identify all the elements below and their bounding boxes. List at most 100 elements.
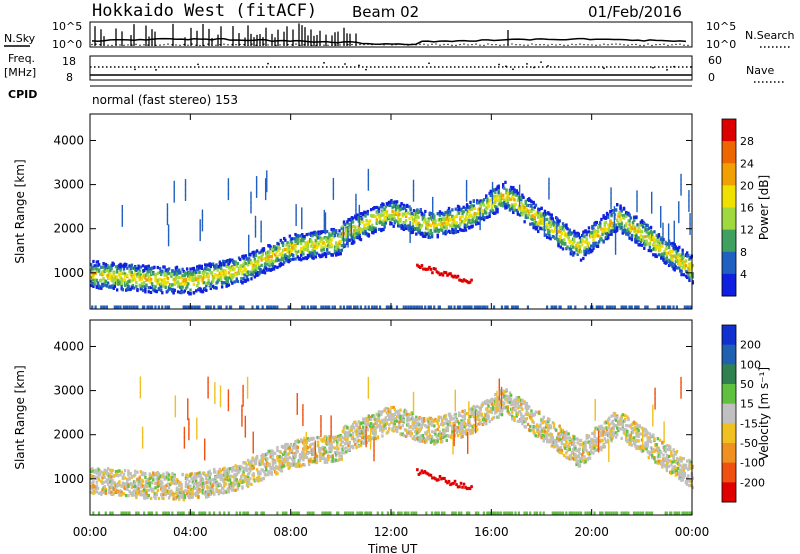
scatter-cell — [504, 180, 507, 184]
scatter-cell — [397, 221, 400, 225]
scatter-cell — [163, 273, 166, 277]
scatter-cell — [152, 272, 155, 276]
nsearch-dot — [255, 44, 257, 47]
scatter-cell — [649, 249, 653, 253]
nsearch-dot — [171, 44, 173, 46]
scatter-cell — [430, 231, 434, 236]
nsearch-dot — [559, 43, 561, 46]
scatter-cell — [584, 240, 587, 244]
nsearch-dot — [443, 43, 445, 46]
scatter-cell — [283, 256, 286, 260]
scatter-cell — [348, 238, 351, 242]
scatter-cell — [214, 392, 216, 399]
nsearch-dot — [187, 44, 189, 46]
scatter-cell — [96, 486, 100, 490]
scatter-cell — [392, 224, 395, 228]
scatter-cell — [465, 279, 469, 283]
scatter-cell — [314, 445, 317, 452]
scatter-cell — [272, 259, 276, 263]
scatter-cell — [115, 472, 119, 476]
scatter-cell — [476, 199, 479, 203]
scatter-cell — [550, 213, 553, 217]
scatter-cell — [166, 269, 170, 273]
scatter-cell — [213, 268, 216, 272]
scatter-cell — [174, 497, 178, 501]
scatter-cell — [350, 223, 353, 230]
scatter-cell — [149, 496, 153, 501]
scatter-cell — [327, 450, 330, 454]
scatter-cell — [383, 207, 386, 211]
scatter-cell — [389, 203, 392, 207]
scatter-cell — [255, 191, 258, 198]
scatter-cell — [439, 220, 443, 224]
scatter-cell — [432, 212, 434, 219]
nsearch-dot — [463, 43, 465, 45]
scatter-cell — [649, 229, 653, 233]
scatter-cell — [245, 275, 249, 280]
scatter-cell — [390, 221, 393, 226]
scatter-cell — [188, 305, 191, 309]
scatter-cell — [233, 482, 236, 486]
scatter-cell — [246, 484, 250, 489]
scatter-cell — [266, 180, 268, 187]
scatter-cell — [446, 211, 450, 215]
scatter-cell — [110, 482, 113, 486]
scatter-cell — [141, 426, 144, 433]
scatter-cell — [260, 225, 262, 232]
scatter-cell — [473, 206, 477, 211]
scatter-cell — [400, 202, 403, 206]
scatter-cell — [408, 205, 411, 209]
scatter-cell — [302, 458, 305, 462]
scatter-cell — [220, 475, 224, 479]
scatter-cell — [144, 475, 147, 479]
scatter-cell — [369, 225, 373, 229]
scatter-cell — [313, 248, 316, 252]
scatter-cell — [672, 305, 675, 309]
scatter-cell — [93, 475, 96, 479]
scatter-cell — [214, 387, 216, 394]
scatter-cell — [331, 305, 334, 309]
scatter-cell — [364, 214, 367, 218]
scatter-cell — [90, 263, 93, 267]
scatter-cell — [115, 270, 119, 274]
nave-dot — [666, 68, 668, 71]
scatter-cell — [288, 456, 292, 460]
scatter-cell — [244, 474, 248, 479]
nsky-bars — [94, 23, 509, 46]
scatter-cell — [109, 472, 112, 476]
scatter-cell — [157, 305, 160, 309]
nsearch-dot — [175, 44, 177, 46]
scatter-cell — [522, 195, 525, 200]
scatter-cell — [262, 462, 266, 466]
scatter-cell — [615, 228, 619, 232]
scatter-cell — [480, 202, 483, 206]
scatter-cell — [441, 273, 445, 277]
scatter-cell — [508, 191, 512, 195]
scatter-cell — [113, 277, 117, 281]
scatter-cell — [464, 279, 467, 283]
scatter-cell — [364, 211, 367, 215]
scatter-cell — [207, 376, 209, 383]
scatter-cell — [196, 472, 199, 476]
scatter-cell — [592, 246, 595, 251]
scatter-cell — [206, 305, 209, 309]
scatter-cell — [470, 305, 473, 309]
scatter-cell — [306, 437, 310, 441]
scatter-cell — [596, 234, 600, 238]
nsearch-dot — [263, 43, 265, 45]
scatter-cell — [269, 454, 272, 458]
scatter-cell — [292, 461, 295, 465]
scatter-cell — [428, 235, 432, 239]
scatter-cell — [252, 250, 255, 254]
freq-panel: Freq. [MHz] 18 8 60 0 Nave — [4, 52, 784, 84]
scatter-cell — [549, 237, 552, 241]
scatter-cell — [246, 263, 250, 267]
scatter-cell — [602, 214, 605, 218]
scatter-cell — [227, 178, 230, 185]
scatter-cell — [269, 452, 272, 456]
scatter-cell — [183, 495, 187, 499]
scatter-cell — [130, 263, 134, 267]
scatter-cell — [618, 215, 621, 219]
scatter-cell — [636, 206, 638, 213]
